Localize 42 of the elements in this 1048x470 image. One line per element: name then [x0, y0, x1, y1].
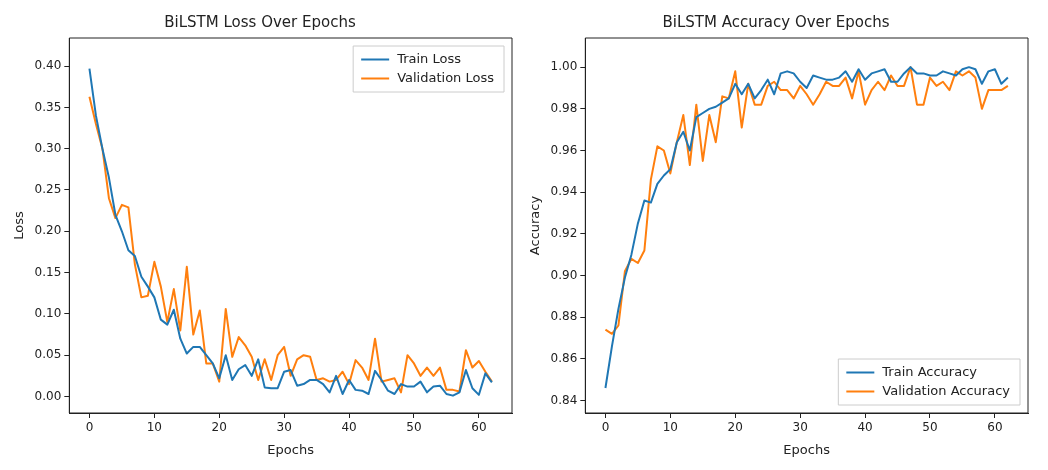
- y-tick-label: 0.96: [550, 142, 578, 157]
- x-tick-label: 30: [276, 420, 292, 435]
- y-tick-label: 0.88: [550, 309, 578, 324]
- y-tick-label: 0.15: [34, 264, 62, 279]
- y-tick-label: 0.10: [34, 306, 62, 321]
- x-tick-label: 0: [85, 420, 94, 435]
- x-axis-title: Epochs: [267, 441, 315, 457]
- y-tick-label: 0.86: [550, 350, 578, 365]
- y-tick-label: 0.20: [34, 223, 62, 238]
- y-tick-label: 0.94: [550, 184, 578, 199]
- y-tick-label: 0.30: [34, 140, 62, 155]
- x-tick-label: 40: [857, 420, 873, 435]
- y-tick-label: 0.40: [34, 58, 62, 73]
- legend-label: Validation Loss: [397, 69, 495, 85]
- y-axis-title: Loss: [11, 211, 27, 240]
- x-tick-label: 20: [727, 420, 743, 435]
- y-tick-label: 0.05: [34, 347, 62, 362]
- legend-label: Train Accuracy: [881, 363, 978, 379]
- x-tick-label: 10: [146, 420, 162, 435]
- x-tick-label: 20: [211, 420, 227, 435]
- x-tick-label: 60: [471, 420, 487, 435]
- x-tick-label: 10: [662, 420, 678, 435]
- x-tick-label: 60: [987, 420, 1003, 435]
- y-tick-label: 0.90: [550, 267, 578, 282]
- x-tick-label: 50: [922, 420, 938, 435]
- chart-title: BiLSTM Accuracy Over Epochs: [662, 12, 890, 31]
- legend-label: Train Loss: [396, 50, 462, 66]
- y-tick-label: 1.00: [550, 59, 578, 74]
- x-tick-label: 30: [792, 420, 808, 435]
- x-tick-label: 40: [341, 420, 357, 435]
- y-axis-title: Accuracy: [527, 195, 543, 256]
- x-axis-title: Epochs: [783, 441, 831, 457]
- y-tick-label: 0.35: [34, 99, 62, 114]
- y-tick-label: 0.98: [550, 100, 578, 115]
- y-tick-label: 0.00: [34, 388, 62, 403]
- x-tick-label: 50: [406, 420, 422, 435]
- y-tick-label: 0.25: [34, 182, 62, 197]
- legend-label: Validation Accuracy: [882, 382, 1011, 398]
- y-tick-label: 0.84: [550, 392, 578, 407]
- x-tick-label: 0: [601, 420, 610, 435]
- y-tick-label: 0.92: [550, 225, 578, 240]
- chart-title: BiLSTM Loss Over Epochs: [164, 12, 356, 31]
